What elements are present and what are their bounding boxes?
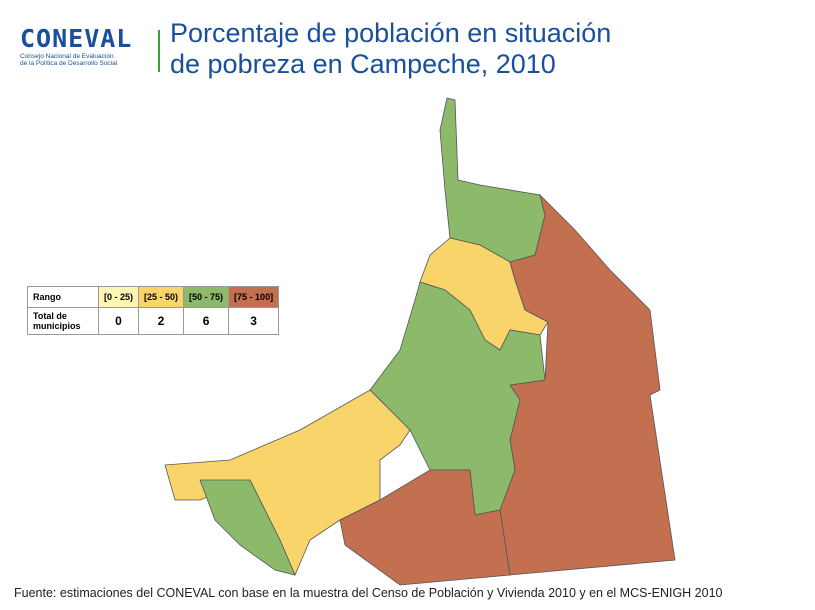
row: Total de municipios 0 2 6 3 [27,307,280,335]
municipality [439,97,546,263]
logo-name: CONEVAL [20,24,133,53]
cell: [50 - 75) [183,286,230,308]
logo: CONEVAL Consejo Nacional de Evaluación d… [20,24,150,67]
cell: 0 [97,307,140,335]
separator [158,30,160,72]
title-line: de pobreza en Campeche, 2010 [170,49,556,79]
cell: [75 - 100] [228,286,280,308]
logo-subtitle: de la Política de Desarrollo Social [20,60,118,67]
footer: Fuente: estimaciones del CONEVAL con bas… [14,586,723,600]
cell: 3 [228,307,280,335]
legend-table: Rango [0 - 25) [25 - 50) [50 - 75) [75 -… [27,286,280,335]
title-line: Porcentaje de población en situación [170,18,612,48]
cell: 2 [138,307,185,335]
cell: [0 - 25) [97,286,140,308]
logo-subtitle: Consejo Nacional de Evaluación [20,53,114,60]
cell: 6 [183,307,230,335]
cell: Rango [27,286,99,308]
municipality [339,469,511,586]
municipality [199,479,296,576]
cell: [25 - 50) [138,286,185,308]
title: Porcentaje de población en situación de … [170,18,611,80]
cell: Total de municipios [27,307,99,335]
header-row: Rango [0 - 25) [25 - 50) [50 - 75) [75 -… [27,286,280,308]
